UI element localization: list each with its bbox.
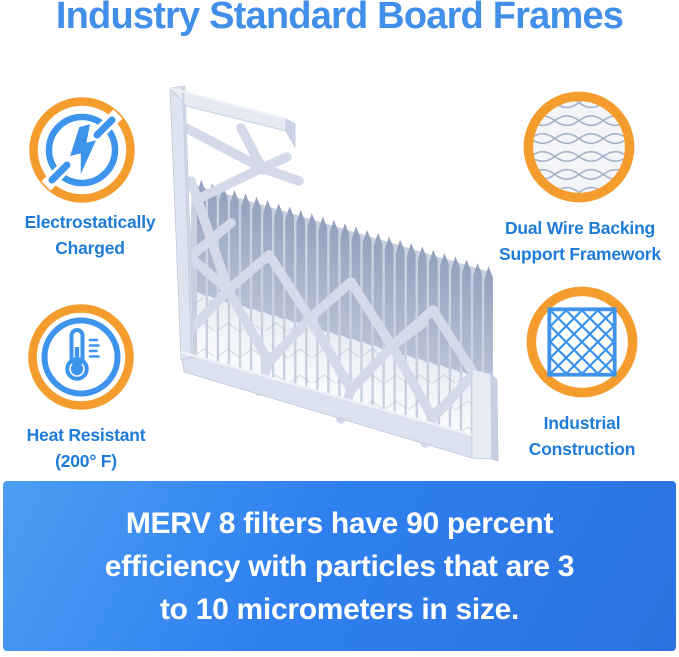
diamond-grid-icon bbox=[524, 284, 640, 400]
feature-label-industrial-construction: Industrial Construction bbox=[482, 410, 679, 462]
frame-edge-highlight bbox=[180, 350, 473, 437]
merv-info-banner: MERV 8 filters have 90 percent efficienc… bbox=[3, 481, 676, 651]
banner-text: MERV 8 filters have 90 percent efficienc… bbox=[3, 481, 676, 631]
feature-label-line: (200° F) bbox=[55, 451, 117, 471]
feature-label-heat-resistant: Heat Resistant (200° F) bbox=[5, 422, 167, 474]
wire-mesh-icon bbox=[521, 89, 637, 205]
feature-label-line: Industrial bbox=[543, 413, 621, 433]
banner-line: to 10 micrometers in size. bbox=[159, 593, 519, 626]
air-filter-product-image bbox=[168, 85, 499, 462]
feature-label-line: Construction bbox=[528, 439, 636, 459]
feature-label-dual-wire-backing: Dual Wire Backing Support Framework bbox=[480, 215, 679, 267]
frame-edge-shade bbox=[182, 86, 193, 358]
thermometer-icon bbox=[26, 302, 136, 412]
banner-line: MERV 8 filters have 90 percent bbox=[125, 507, 554, 540]
feature-label-line: Charged bbox=[55, 238, 125, 258]
feature-label-electrostatically-charged: Electrostatically Charged bbox=[5, 209, 175, 261]
feature-label-line: Electrostatically bbox=[24, 212, 156, 232]
feature-label-line: Heat Resistant bbox=[26, 425, 146, 445]
feature-label-line: Dual Wire Backing bbox=[504, 218, 656, 238]
filter-lattice bbox=[181, 123, 479, 448]
lattice-node bbox=[255, 161, 269, 175]
filter-frame bbox=[168, 85, 499, 462]
page-title: Industry Standard Board Frames bbox=[55, 0, 624, 37]
banner-line: efficiency with particles that are 3 bbox=[104, 550, 575, 583]
frame-edge-highlight bbox=[169, 87, 287, 120]
feature-label-line: Support Framework bbox=[499, 244, 661, 264]
lightning-icon bbox=[27, 95, 137, 205]
